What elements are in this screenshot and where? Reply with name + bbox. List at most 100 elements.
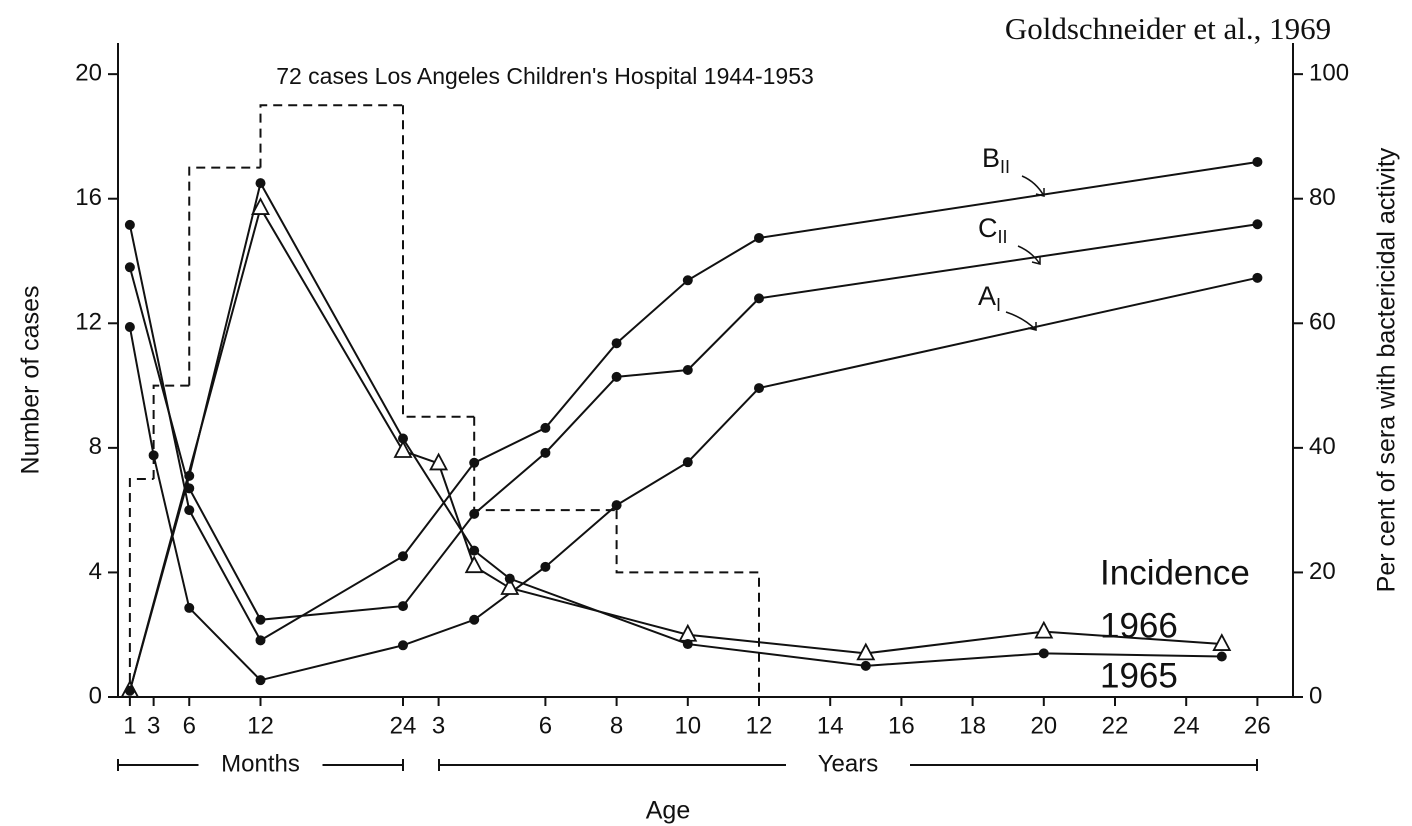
point-marker [184,602,195,613]
point-marker [255,635,266,646]
x-tick-label: 6 [183,712,196,739]
x-tick-label: 12 [746,712,773,739]
y-tick-label: 4 [89,558,102,585]
point-marker [184,505,195,516]
series-label: BII [982,143,1010,177]
series-line [128,223,1258,621]
y2-tick-label: 20 [1309,558,1336,585]
point-marker [500,577,520,595]
series-name: A [978,281,996,311]
point-marker [1252,272,1263,283]
y-tick-label: 8 [89,433,102,460]
point-marker [611,371,622,382]
segment-label-bg [786,751,910,779]
point-marker [469,614,480,625]
legend-title: Incidence [1100,553,1250,592]
histogram-bin [152,384,190,479]
segment-label-bg [198,751,323,779]
point-marker [1212,633,1232,651]
point-marker [611,500,622,511]
y2-tick-label: 0 [1309,682,1322,709]
series-label: AI [978,281,1001,315]
point-marker [1252,219,1263,230]
x-tick-label: 24 [390,712,417,739]
point-marker [469,545,480,556]
segment-label: Years [818,750,879,777]
y-tick-label: 0 [89,682,102,709]
point-marker [184,470,195,481]
series-name: C [978,213,998,243]
y-tick-label: 20 [75,59,102,86]
point-marker [540,561,551,572]
point-marker [754,232,764,243]
point-marker [682,275,693,286]
point-marker [682,365,693,375]
point-marker [540,447,551,458]
point-marker [398,551,408,562]
x-tick-label: 20 [1030,712,1057,739]
point-marker [148,450,159,461]
point-marker [1216,651,1227,662]
point-marker [1038,648,1049,659]
x-axis-title: Age [646,797,690,825]
histogram-bin [128,478,154,697]
label-arrow [1017,245,1041,265]
series-label: CII [978,213,1008,247]
point-marker [398,433,408,444]
series-subscript: II [1000,157,1010,177]
x-tick-label: 24 [1173,712,1200,739]
point-marker [754,383,764,394]
point-marker [393,440,413,458]
point-marker [124,685,135,696]
histogram-bin [188,166,261,386]
histogram-bin [615,510,760,697]
y2-tick-label: 80 [1309,184,1336,211]
point-marker [398,601,408,612]
point-marker [255,614,266,625]
x-tick-label: 3 [432,712,445,739]
x-tick-label: 22 [1102,712,1129,739]
point-marker [682,639,693,650]
x-tick-label: 10 [674,712,701,739]
x-tick-label: 26 [1244,712,1271,739]
legend-entry: 1965 [1100,656,1178,695]
x-tick-label: 14 [817,712,844,739]
y2-axis-title: Per cent of sera with bactericidal activ… [1373,147,1401,592]
point-marker [860,660,871,671]
point-marker [251,197,270,215]
point-marker [124,322,135,333]
y2-tick-label: 60 [1309,309,1336,336]
series-name: B [982,143,1000,173]
x-tick-label: 3 [147,712,160,739]
series-line [128,160,1258,642]
chart-title: 72 cases Los Angeles Children's Hospital… [276,63,814,89]
histogram-bin [259,104,403,168]
source: Goldschneider et al., 1969 [1005,11,1331,46]
point-marker [429,452,449,471]
segment-label: Months [221,750,300,777]
point-marker [504,573,515,584]
point-marker [1252,156,1263,167]
x-tick-label: 12 [247,712,274,739]
point-marker [124,262,135,273]
point-marker [255,178,266,189]
y-tick-label: 16 [75,184,102,211]
series-line [128,180,1222,692]
point-marker [754,293,764,304]
point-marker [464,555,484,574]
point-marker [124,219,135,230]
y2-tick-label: 40 [1309,433,1336,460]
point-marker [682,457,693,468]
y2-tick-label: 100 [1309,59,1349,86]
point-marker [611,338,622,349]
x-tick-label: 6 [539,712,552,739]
point-marker [856,642,876,661]
point-marker [255,675,266,686]
x-tick-label: 18 [959,712,986,739]
point-marker [1034,620,1054,639]
x-tick-label: 8 [610,712,623,739]
point-marker [398,640,408,651]
series-subscript: I [996,295,1001,315]
